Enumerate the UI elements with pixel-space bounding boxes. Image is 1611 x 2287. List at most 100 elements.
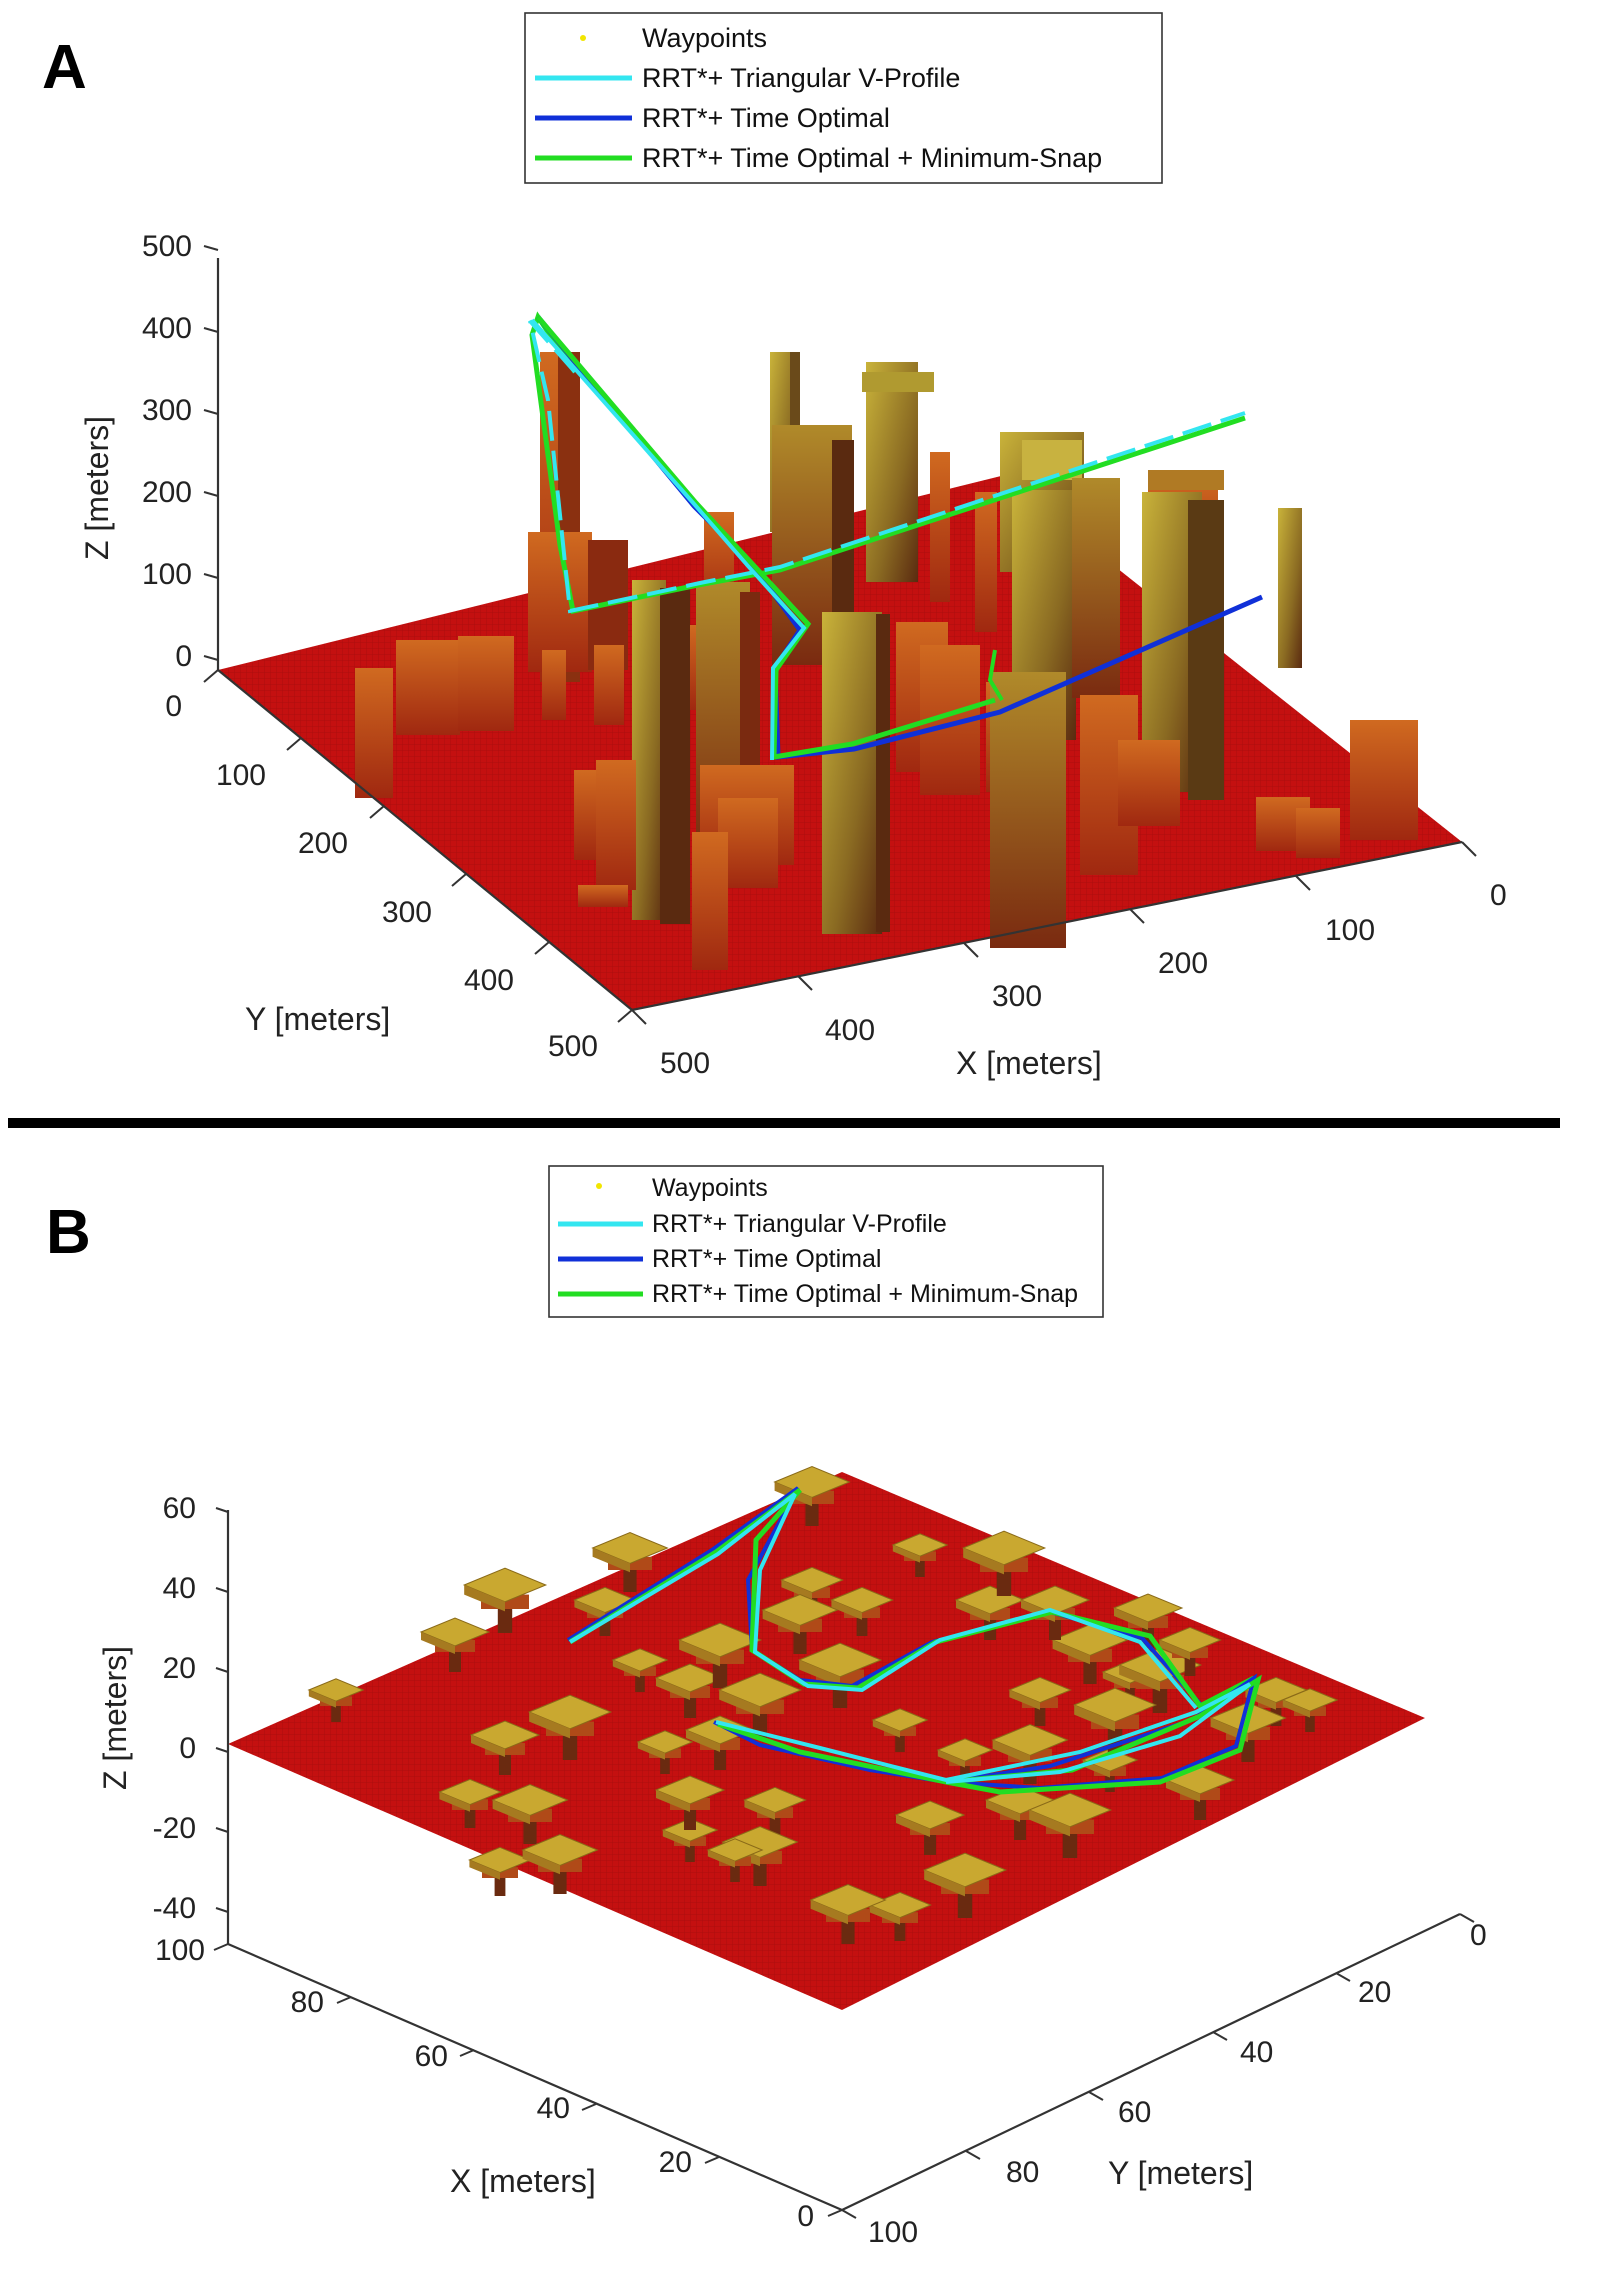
panel-b: B Waypoints RRT*+ Triangular V-Profile R… [46, 1165, 1487, 2249]
legend-label-waypoints: Waypoints [642, 23, 767, 53]
panel-a: A Waypoints RRT*+ Triangular V-Profile R… [42, 12, 1507, 1081]
y-tick-label: 100 [216, 759, 266, 792]
z-tick-label: 20 [163, 1652, 196, 1685]
obstacle-canopy-side [574, 1600, 605, 1620]
obstacle-canopy-side [924, 1870, 965, 1897]
trajectories-a [528, 311, 1264, 761]
obstacle-canopy-side [744, 1800, 775, 1820]
legend-label-v-profile: RRT*+ Triangular V-Profile [642, 63, 960, 93]
trajectory-v-profile [528, 319, 1246, 614]
obstacle-canopy-side [522, 1850, 560, 1875]
obstacle-canopy-side [1102, 1672, 1130, 1690]
z-tick-label: 500 [142, 230, 192, 263]
y-tick-label: 100 [868, 2216, 918, 2249]
trajectories-b [566, 1486, 1262, 1795]
legend-label-min-snap: RRT*+ Time Optimal + Minimum-Snap [642, 143, 1102, 173]
legend-label-time-optimal: RRT*+ Time Optimal [642, 103, 890, 133]
y-tick-label: 500 [548, 1030, 598, 1063]
building [930, 452, 950, 602]
x-tick-label: 100 [155, 1934, 205, 1967]
trajectory-v-profile [715, 1682, 1252, 1784]
z-tick-label: 200 [142, 476, 192, 509]
x-tick-label: 0 [797, 2200, 814, 2233]
obstacle-canopy-side [492, 1800, 530, 1825]
building [355, 668, 393, 798]
z-tick-label: -20 [153, 1812, 196, 1845]
x-axis-a [631, 840, 1463, 1012]
trajectory-time-optimal [566, 1486, 1255, 1709]
z-tick-label: 40 [163, 1572, 196, 1605]
obstacle-canopy-side [679, 1640, 720, 1667]
obstacle-canopy-side [1074, 1705, 1115, 1732]
axes-b: 60 40 20 0 -20 -40 Z [meters] 100 80 60 … [97, 1492, 1487, 2249]
obstacle-canopy-side [992, 1740, 1030, 1765]
obstacle-canopy-side [1029, 1810, 1070, 1837]
obstacle-canopy-side [637, 1742, 665, 1760]
legend-label-v-profile: RRT*+ Triangular V-Profile [652, 1210, 947, 1238]
trajectory-v-profile [530, 318, 807, 761]
x-axis-b [227, 1942, 843, 2212]
legend-marker-waypoints [580, 35, 586, 41]
obstacle-canopy-side [896, 1815, 930, 1837]
x-tick-label: 100 [1325, 914, 1375, 947]
obstacle-canopy-side [469, 1860, 500, 1880]
x-tick-label: 500 [660, 1047, 710, 1080]
x-axis-label-b: X [meters] [450, 2163, 596, 2199]
obstacle-canopy-side [1166, 1780, 1200, 1802]
trajectory-v-profile [568, 1492, 1198, 1710]
building [458, 636, 514, 731]
building [542, 650, 566, 720]
obstacle-canopy-side [707, 1850, 735, 1868]
y-tick-label: 0 [165, 690, 182, 723]
obstacle-canopy-side [810, 1900, 848, 1925]
z-axis-label-a: Z [meters] [79, 416, 115, 560]
obstacle-canopy-side [1021, 1600, 1055, 1622]
obstacle-canopy-side [1114, 1608, 1148, 1630]
building [1350, 720, 1418, 840]
obstacle-canopy-side [592, 1548, 630, 1573]
obstacle-canopy-side [656, 1790, 690, 1812]
panel-divider [8, 1118, 1560, 1128]
obstacle-canopy-side [872, 1720, 900, 1738]
obstacle-canopy-side [686, 1730, 720, 1752]
z-tick-label: 0 [179, 1732, 196, 1765]
building [975, 492, 997, 632]
z-tick-label: 300 [142, 394, 192, 427]
building [574, 770, 600, 860]
building [692, 832, 728, 970]
obstacle-canopy-side [781, 1580, 812, 1600]
x-tick-label: 20 [659, 2146, 692, 2179]
obstacle-canopy-side [719, 1690, 760, 1717]
buildings-a [355, 352, 1418, 970]
obstacle-canopy-side [529, 1712, 570, 1739]
obstacle-canopy-side [869, 1905, 900, 1925]
obstacle-canopy-side [956, 1600, 990, 1622]
building [1278, 508, 1302, 668]
obstacle-canopy-side [656, 1678, 690, 1700]
y-tick-label: 0 [1470, 1919, 1487, 1952]
legend-label-waypoints: Waypoints [652, 1174, 768, 1202]
y-tick-label: 40 [1240, 2036, 1273, 2069]
y-tick-label: 20 [1358, 1976, 1391, 2009]
x-tick-label: 40 [537, 2092, 570, 2125]
building [578, 885, 628, 907]
z-axis-label-b: Z [meters] [97, 1646, 133, 1790]
building [596, 760, 636, 890]
x-tick-label: 300 [992, 980, 1042, 1013]
z-tick-label: 0 [175, 640, 192, 673]
legend-a: Waypoints RRT*+ Triangular V-Profile RRT… [524, 12, 1163, 184]
x-tick-label: 400 [825, 1014, 875, 1047]
panel-letter-a: A [42, 33, 87, 102]
obstacle-canopy-side [612, 1660, 640, 1678]
x-tick-label: 200 [1158, 947, 1208, 980]
legend-label-min-snap: RRT*+ Time Optimal + Minimum-Snap [652, 1280, 1078, 1308]
obstacle-canopy-side [831, 1600, 862, 1620]
trajectory-min-snap [536, 315, 996, 760]
x-tick-label: 80 [291, 1986, 324, 2019]
building [866, 362, 918, 582]
x-axis-label-a: X [meters] [956, 1045, 1102, 1081]
obstacle-canopy-side [937, 1750, 965, 1768]
obstacle-canopy-side [986, 1800, 1020, 1822]
z-tick-label: 60 [163, 1492, 196, 1525]
